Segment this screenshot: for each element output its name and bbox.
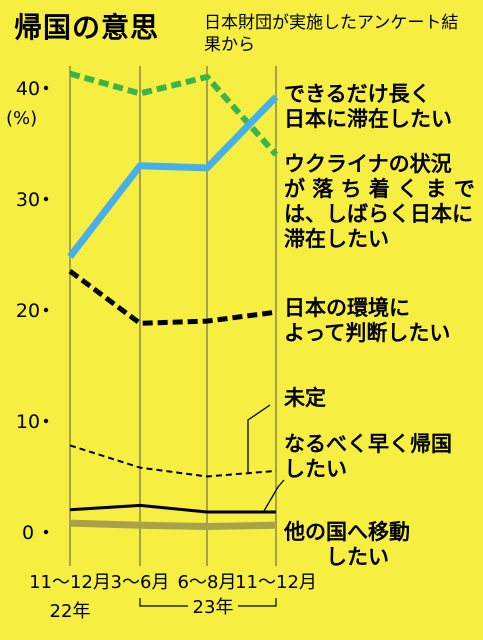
y-tick-dot-2	[43, 307, 49, 313]
x-tick-label-2: 6～8月	[178, 572, 237, 593]
x-tick-label-1: 3～6月	[111, 572, 170, 593]
source-note: 日本財団が実施したアンケート結果から	[204, 13, 459, 55]
x-tick-label-0: 11～12月	[29, 572, 111, 593]
series-line-3	[69, 503, 276, 514]
y-tick-dot-0	[43, 529, 49, 535]
y-unit-label: (%)	[6, 108, 37, 129]
y-tick-label-0: 0	[22, 522, 34, 544]
y-tick-dot-1	[43, 418, 49, 424]
y-tick-label-3: 30	[16, 189, 40, 211]
year-bracket-23	[139, 598, 277, 607]
label-return-soon: なるべく早く帰国 したい	[284, 432, 452, 481]
leader-undecided	[263, 479, 285, 512]
x-tick-label-3: 11～12月	[235, 572, 317, 593]
y-tick-label-1: 10	[16, 411, 40, 433]
series-line-4	[69, 444, 277, 478]
y-tick-label-4: 40	[16, 78, 40, 100]
label-move-other-country: 他の国へ移動 したい	[284, 520, 410, 569]
label-until-settled: ウクライナの状況 が 落 ち 着 く ま で は、しばらく日本に 滞在したい	[284, 152, 475, 251]
series-line-0	[69, 70, 279, 157]
year-label-22: 22年	[50, 601, 91, 622]
chart-title: 帰国の意思	[14, 11, 160, 44]
series-line-5	[69, 519, 277, 530]
label-long-stay: できるだけ長く 日本に滞在したい	[284, 82, 452, 131]
y-tick-dot-3	[43, 196, 49, 202]
y-tick-dot-4	[43, 85, 49, 91]
label-decide-by-environment: 日本の環境に よって判断したい	[284, 296, 451, 345]
label-undecided: 未定	[284, 386, 326, 410]
series-line-1	[67, 94, 279, 259]
series-line-2	[68, 269, 277, 326]
leader-return-soon	[247, 404, 271, 472]
y-tick-label-2: 20	[16, 300, 40, 322]
year-label-23: 23年	[193, 597, 234, 618]
